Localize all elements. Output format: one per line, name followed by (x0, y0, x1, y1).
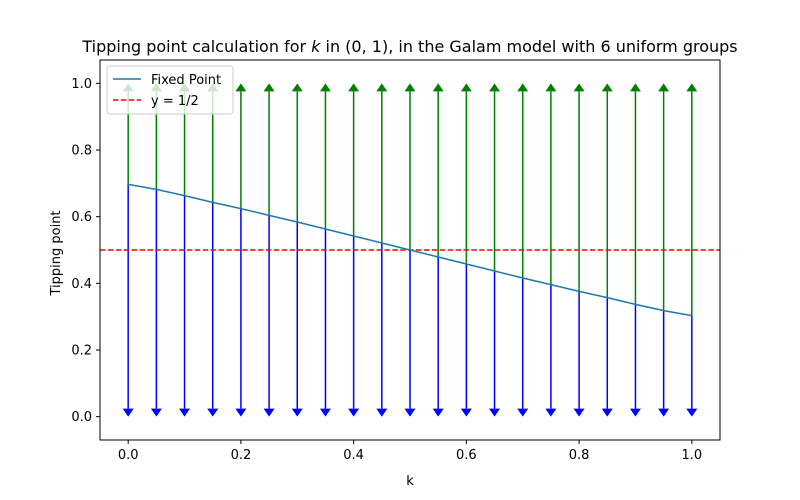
y-tick-label: 1.0 (71, 77, 92, 92)
lines-layer (100, 183, 720, 317)
down-arrow-head (376, 408, 388, 417)
down-arrow-head (686, 408, 698, 417)
down-arrow-head (150, 408, 162, 417)
up-arrow-head (460, 83, 472, 92)
up-arrow-head (517, 83, 529, 92)
legend: Fixed Point y = 1/2 (106, 65, 234, 115)
down-arrow-head (179, 408, 191, 417)
y-tick-label: 0.6 (71, 210, 92, 225)
x-tick-label: 1.0 (681, 448, 702, 463)
y-tick-label: 0.4 (71, 277, 92, 292)
y-tick-label: 0.8 (71, 144, 92, 159)
down-arrow-head (489, 408, 501, 417)
plot-frame (99, 59, 721, 441)
down-arrow-head (460, 408, 472, 417)
up-arrow-head (573, 83, 585, 92)
up-arrow-head (489, 83, 501, 92)
down-arrow-head (319, 408, 331, 417)
down-arrow-head (573, 408, 585, 417)
legend-label-fixed-point: Fixed Point (151, 73, 221, 88)
x-tick-label: 0.0 (118, 448, 139, 463)
down-arrow-head (263, 408, 275, 417)
up-arrow-head (545, 83, 557, 92)
down-arrow-head (207, 408, 219, 417)
down-arrow-head (404, 408, 416, 417)
chart-title-prefix: Tipping point calculation for (81, 37, 311, 56)
down-arrow-head (658, 408, 670, 417)
y-axis: 0.0 0.2 0.4 0.6 0.8 1.0 (71, 77, 100, 425)
chart-title-variable: k (311, 37, 321, 56)
up-arrow-head (601, 83, 613, 92)
down-arrow-head (348, 408, 360, 417)
down-arrow-head (517, 408, 529, 417)
up-arrow-head (263, 83, 275, 92)
plot-area (99, 59, 721, 441)
up-arrow-head (404, 83, 416, 92)
up-arrow-head (291, 83, 303, 92)
down-arrow-head (545, 408, 557, 417)
chart-title: Tipping point calculation for k in (0, 1… (81, 37, 737, 56)
up-arrow-head (235, 83, 247, 92)
up-arrow-head (376, 83, 388, 92)
y-tick-label: 0.0 (71, 410, 92, 425)
fixed-point-line (128, 183, 692, 317)
legend-box (106, 65, 234, 115)
x-tick-label: 0.2 (231, 448, 252, 463)
x-axis-label: k (406, 474, 414, 489)
down-arrow-head (601, 408, 613, 417)
arrows-layer (122, 83, 698, 417)
down-arrow-head (629, 408, 641, 417)
up-arrow-head (686, 83, 698, 92)
x-tick-label: 0.6 (456, 448, 477, 463)
legend-label-half-line: y = 1/2 (151, 94, 199, 109)
chart-title-suffix: in (0, 1), in the Galam model with 6 uni… (320, 37, 737, 56)
up-arrow-head (432, 83, 444, 92)
down-arrow-head (122, 408, 134, 417)
x-axis: 0.0 0.2 0.4 0.6 0.8 1.0 (118, 440, 702, 463)
up-arrow-head (348, 83, 360, 92)
up-arrow-head (319, 83, 331, 92)
up-arrow-head (629, 83, 641, 92)
down-arrow-head (235, 408, 247, 417)
down-arrow-head (432, 408, 444, 417)
x-tick-label: 0.8 (569, 448, 590, 463)
y-axis-label: Tipping point (49, 210, 64, 296)
x-tick-label: 0.4 (343, 448, 364, 463)
up-arrow-head (658, 83, 670, 92)
down-arrow-head (291, 408, 303, 417)
y-tick-label: 0.2 (71, 344, 92, 359)
